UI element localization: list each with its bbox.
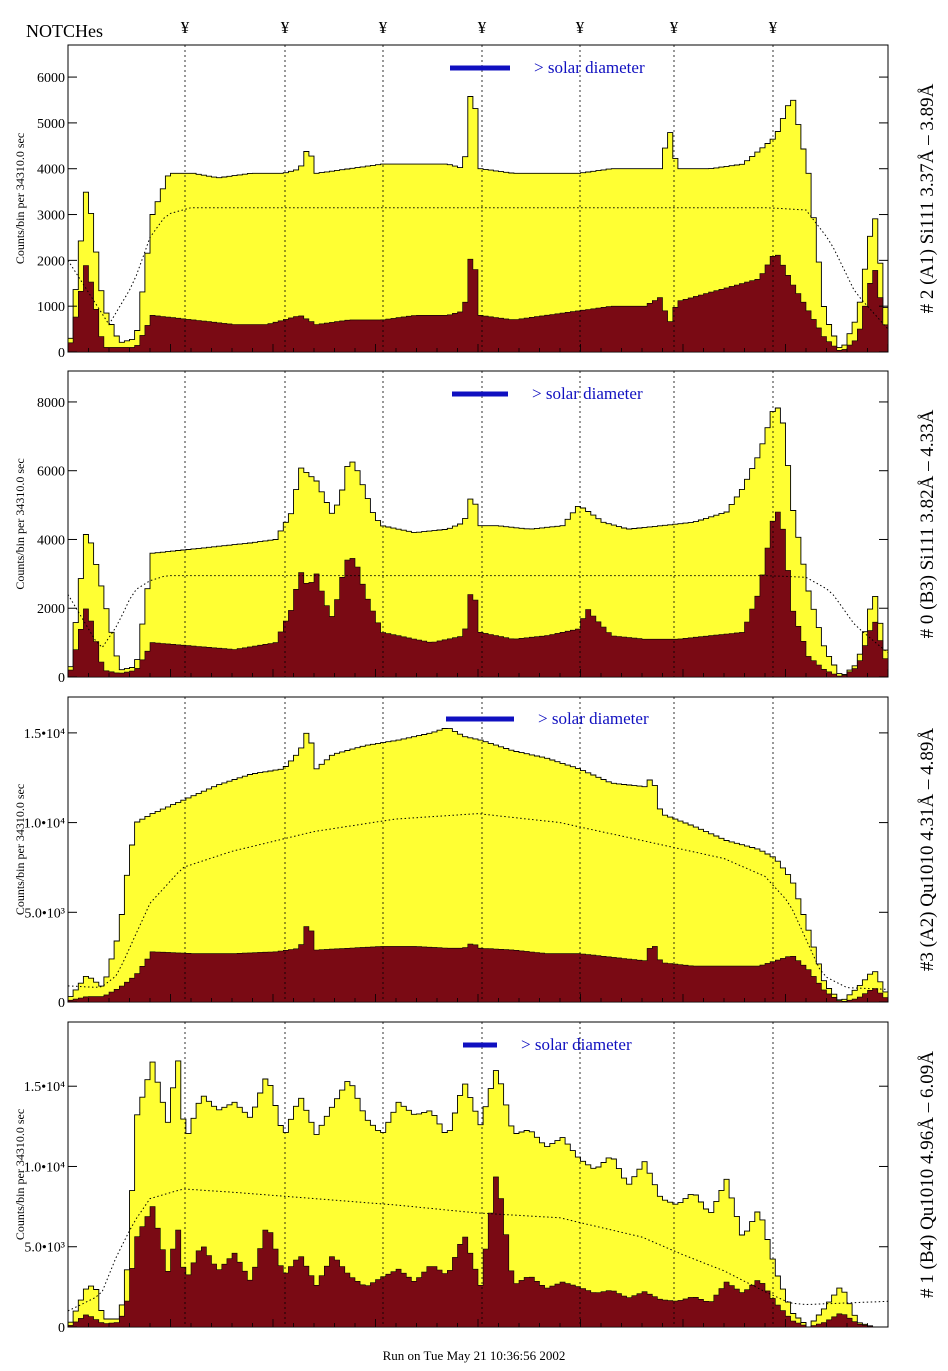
solar-diameter-label: > solar diameter	[534, 58, 645, 77]
y-tick-label: 5.0•10³	[24, 906, 65, 921]
y-tick-label: 1.5•10⁴	[24, 1080, 65, 1095]
y-tick-label: 0	[58, 671, 65, 686]
y-tick-label: 1.0•10⁴	[24, 817, 65, 832]
notches-label: NOTCHes	[26, 21, 103, 41]
y-axis-label: Counts/bin per 34310.0 sec	[13, 1109, 27, 1240]
notch-marker: ¥	[280, 18, 290, 37]
notch-marker: ¥	[477, 18, 487, 37]
chart-panel-2: 0 2000 4000 6000 8000 Counts/bin per 34310.0 …	[13, 370, 938, 686]
solar-diameter-label: > solar diameter	[538, 709, 649, 728]
y-tick-label: 0	[58, 996, 65, 1011]
y-tick-label: 3000	[37, 209, 65, 224]
chart-panel-3: 0 5.0•10³ 1.0•10⁴ 1.5•10⁴ Counts/bin per 343…	[13, 696, 938, 1011]
y-axis-label: Counts/bin per 34310.0 sec	[13, 784, 27, 915]
y-tick-label: 1.0•10⁴	[24, 1160, 65, 1175]
chart-panel-4: 0 5.0•10³ 1.0•10⁴ 1.5•10⁴ Counts/bin per 343…	[13, 1021, 938, 1336]
model-curve	[67, 575, 889, 654]
total-counts-histogram	[67, 728, 889, 1003]
y-tick-label: 4000	[37, 533, 65, 548]
solar-diameter-label: > solar diameter	[521, 1035, 632, 1054]
solar-diameter-label: > solar diameter	[532, 384, 643, 403]
notch-marker: ¥	[768, 18, 778, 37]
chart-panel-1: 0 1000 2000 3000 4000 5000 6000 Counts/bin per …	[13, 44, 938, 361]
run-timestamp: Run on Tue May 21 10:36:56 2002	[382, 1348, 566, 1363]
total-counts-histogram	[67, 407, 889, 678]
y-tick-label: 2000	[37, 602, 65, 617]
panel-title: # 0 (B3) Si111 3.82Å – 4.33Å	[917, 409, 938, 638]
y-tick-label: 4000	[37, 163, 65, 178]
y-tick-label: 6000	[37, 465, 65, 480]
y-tick-label: 0	[58, 346, 65, 361]
y-tick-label: 5000	[37, 117, 65, 132]
background-counts-histogram	[67, 1176, 888, 1328]
panel-title: #3 (A2) Qu1010 4.31Å – 4.89Å	[917, 728, 938, 972]
y-tick-label: 1.5•10⁴	[24, 727, 65, 742]
y-tick-label: 6000	[37, 71, 65, 86]
model-curve	[67, 1188, 889, 1312]
notch-marker: ¥	[180, 18, 190, 37]
y-tick-label: 0	[58, 1321, 65, 1336]
notch-marker: ¥	[378, 18, 388, 37]
y-axis-label: Counts/bin per 34310.0 sec	[13, 458, 27, 589]
panel-title: # 1 (B4) Qu1010 4.96Å – 6.09Å	[917, 1051, 938, 1298]
y-tick-label: 2000	[37, 254, 65, 269]
y-tick-label: 8000	[37, 396, 65, 411]
panel-title: # 2 (A1) Si111 3.37Å – 3.89Å	[917, 83, 938, 313]
y-tick-label: 1000	[37, 300, 65, 315]
model-curve	[67, 207, 889, 330]
notch-marker: ¥	[669, 18, 679, 37]
y-axis-label: Counts/bin per 34310.0 sec	[13, 133, 27, 264]
y-tick-label: 5.0•10³	[24, 1241, 65, 1256]
notch-marker: ¥	[575, 18, 585, 37]
background-counts-histogram	[67, 254, 889, 353]
background-counts-histogram	[67, 511, 889, 678]
background-counts-histogram	[67, 926, 889, 1003]
total-counts-histogram	[67, 96, 889, 353]
